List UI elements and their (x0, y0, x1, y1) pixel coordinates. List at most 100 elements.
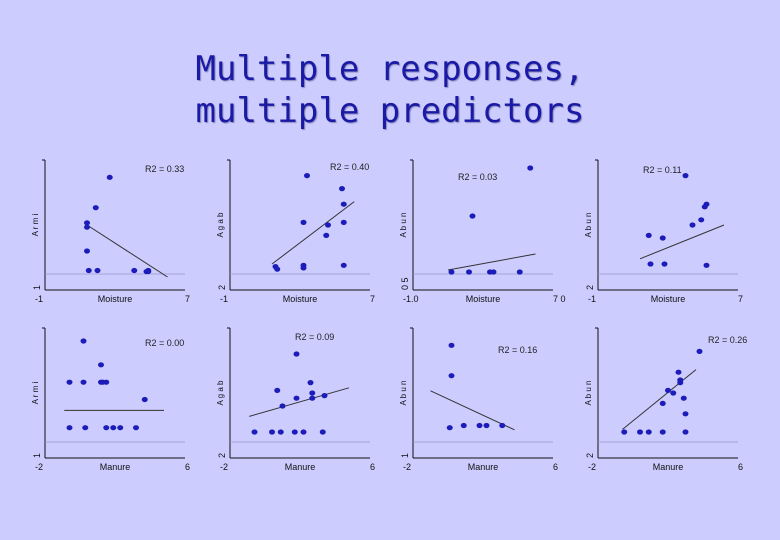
y-axis-label: A b u n (584, 381, 593, 406)
x-tick-label: -2 (35, 462, 43, 472)
x-tick-label: 7 0 (553, 294, 566, 304)
x-tick-label: 7 (738, 294, 743, 304)
data-point (680, 395, 687, 401)
data-point (696, 348, 703, 354)
data-point (80, 338, 87, 344)
data-point (66, 379, 73, 385)
data-point (677, 380, 684, 386)
data-point (80, 379, 87, 385)
y-axis-label: A r m i (31, 381, 40, 404)
scatter-panel: R2 = 0.00 -2 6 Manure 1 A r m i (31, 327, 190, 472)
data-point (84, 248, 90, 254)
regression-line (86, 224, 168, 278)
slide-title: Multiple responses, multiple predictors (0, 48, 780, 132)
data-point (682, 411, 689, 417)
y-tick-label: 1 (400, 453, 410, 458)
data-point (645, 232, 652, 238)
data-point (476, 422, 483, 429)
data-point (85, 267, 92, 274)
r2-label: R2 = 0.16 (498, 345, 537, 355)
data-point (133, 425, 139, 431)
x-axis-label: Manure (653, 462, 684, 472)
data-point (703, 262, 710, 268)
x-tick-label: -2 (220, 462, 228, 472)
data-point (340, 201, 347, 207)
r2-label: R2 = 0.03 (458, 172, 497, 182)
data-point (145, 268, 152, 275)
x-axis-label: Moisture (283, 294, 318, 304)
data-point (466, 269, 472, 275)
data-point (483, 422, 490, 429)
data-point (670, 390, 677, 396)
scatter-panel: R2 = 0.03 -1.0 7 0 Moisture 0 5 A b u n (399, 159, 566, 304)
regression-line (271, 201, 355, 265)
data-point (309, 390, 316, 396)
x-tick-label: -1 (220, 294, 228, 304)
x-axis-label: Moisture (98, 294, 133, 304)
x-axis-label: Moisture (466, 294, 501, 304)
y-tick-label: 2 (585, 285, 595, 290)
scatter-panel: R2 = 0.40 -1 7 Moisture 2 A g a b (216, 159, 375, 304)
scatter-panel: R2 = 0.11 -1 7 Moisture 2 A b u n (584, 159, 743, 304)
data-point (103, 379, 110, 385)
data-point (277, 429, 284, 435)
y-tick-label: 1 (32, 453, 42, 458)
data-point (325, 222, 331, 228)
data-point (340, 219, 347, 225)
data-point (291, 429, 298, 435)
data-point (131, 267, 138, 274)
data-point (448, 269, 455, 275)
x-tick-label: -1 (588, 294, 596, 304)
x-axis-label: Manure (468, 462, 499, 472)
data-point (141, 396, 148, 403)
regression-line (622, 369, 697, 430)
data-point (701, 204, 708, 210)
x-axis-label: Manure (285, 462, 316, 472)
regression-line (639, 224, 725, 260)
r2-label: R2 = 0.11 (643, 165, 682, 175)
data-point (274, 266, 281, 272)
data-point (527, 165, 534, 171)
data-point (659, 400, 666, 406)
scatter-panel: R2 = 0.26 -2 6 Manure 2 A b u n (584, 327, 747, 472)
data-point (82, 425, 89, 431)
data-point (516, 269, 523, 275)
data-point (645, 429, 652, 435)
data-point (84, 224, 90, 230)
data-point (339, 186, 345, 192)
data-point (689, 222, 696, 228)
data-point (665, 387, 671, 393)
data-point (682, 429, 689, 435)
y-axis-label: A g a b (216, 380, 225, 405)
data-point (637, 429, 643, 435)
data-point (446, 425, 453, 431)
r2-label: R2 = 0.33 (145, 164, 184, 174)
x-tick-label: -2 (588, 462, 596, 472)
x-axis-label: Manure (100, 462, 131, 472)
data-point (499, 422, 506, 429)
data-point (84, 220, 90, 226)
y-axis-label: A r m i (31, 213, 40, 236)
data-point (92, 205, 99, 211)
y-axis-label: A b u n (399, 381, 408, 406)
scatter-panel: R2 = 0.33 -1 7 Moisture 1 A r m i (31, 159, 190, 304)
r2-label: R2 = 0.00 (145, 338, 184, 348)
data-point (293, 351, 300, 357)
data-point (103, 425, 110, 431)
y-tick-label: 0 5 (400, 277, 410, 290)
data-point (698, 217, 705, 223)
x-tick-label: 7 (370, 294, 375, 304)
data-point (460, 422, 467, 429)
slide-title-line-1: Multiple responses, (195, 49, 585, 89)
data-point (117, 425, 124, 431)
x-tick-label: -1 (35, 294, 43, 304)
data-point (300, 219, 307, 225)
data-point (269, 429, 275, 435)
data-point (279, 403, 286, 409)
data-point (659, 429, 666, 435)
r2-label: R2 = 0.40 (330, 162, 369, 172)
regression-line (430, 390, 515, 431)
data-point (66, 425, 73, 431)
data-point (321, 393, 328, 399)
